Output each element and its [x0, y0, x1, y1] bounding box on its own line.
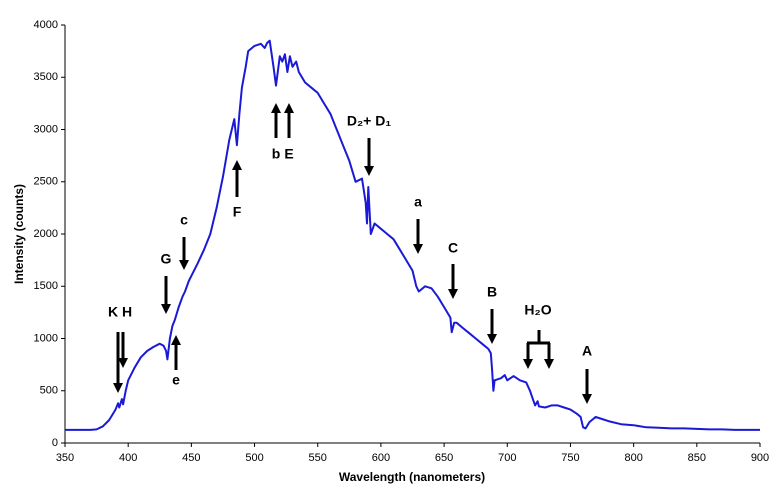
x-tick-label: 700	[498, 452, 516, 464]
x-tick-label: 750	[561, 452, 579, 464]
annotation-arrowhead	[113, 383, 123, 393]
annotation-arrowhead	[448, 289, 458, 299]
y-tick-label: 4000	[34, 19, 58, 31]
x-tick-label: 800	[624, 452, 642, 464]
annotation-label: B	[487, 284, 497, 300]
annotation-arrowhead	[161, 304, 171, 314]
y-tick-label: 2000	[34, 228, 58, 240]
y-tick-label: 1500	[34, 280, 58, 292]
annotation-arrowhead	[582, 394, 592, 404]
y-tick-label: 0	[52, 437, 58, 449]
annotation-label: e	[172, 372, 180, 388]
spectrum-line	[65, 39, 760, 431]
y-axis-title: Intensity (counts)	[12, 184, 26, 284]
annotation-label: G	[161, 251, 172, 267]
annotation-arrowhead	[232, 160, 242, 170]
annotation-arrowhead	[284, 103, 294, 113]
annotation-label: H₂O	[524, 302, 551, 318]
x-tick-label: 550	[309, 452, 327, 464]
annotation-arrowhead	[523, 359, 533, 369]
x-tick-label: 350	[56, 452, 74, 464]
y-tick-label: 3000	[34, 123, 58, 135]
x-tick-label: 650	[435, 452, 453, 464]
x-tick-label: 850	[688, 452, 706, 464]
x-tick-label: 400	[119, 452, 137, 464]
annotation-arrowhead	[364, 166, 374, 176]
x-tick-label: 600	[372, 452, 390, 464]
y-tick-label: 3500	[34, 71, 58, 83]
y-tick-label: 2500	[34, 176, 58, 188]
y-tick-label: 1000	[34, 332, 58, 344]
annotation-arrowhead	[171, 335, 181, 345]
annotation-label: c	[180, 212, 188, 228]
annotation-label: D₂+ D₁	[347, 113, 392, 129]
annotation-label: K	[108, 304, 118, 320]
annotation-arrowhead	[118, 358, 128, 368]
annotation-arrowhead	[179, 260, 189, 270]
annotation-arrowhead	[413, 244, 423, 254]
annotation-label: a	[414, 194, 422, 210]
x-tick-label: 900	[751, 452, 769, 464]
annotation-arrowhead	[487, 334, 497, 344]
annotation-label: F	[233, 204, 242, 220]
annotation-label: H	[122, 304, 132, 320]
annotation-label: E	[284, 146, 293, 162]
annotation-arrowhead	[271, 103, 281, 113]
y-tick-label: 500	[40, 385, 58, 397]
annotation-arrowhead	[544, 359, 554, 369]
x-tick-label: 450	[182, 452, 200, 464]
annotation-label: A	[582, 343, 592, 359]
x-tick-label: 500	[245, 452, 263, 464]
annotation-label: b	[272, 146, 281, 162]
annotation-label: C	[448, 240, 458, 256]
x-axis-title: Wavelength (nanometers)	[339, 470, 485, 484]
